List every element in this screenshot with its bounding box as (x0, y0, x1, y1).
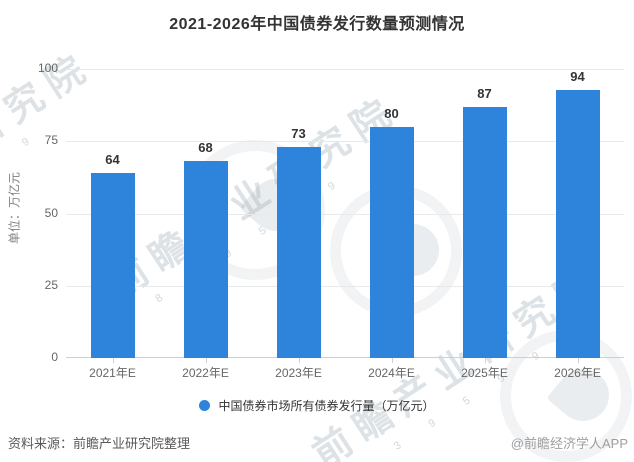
y-tick-label: 0 (51, 350, 58, 364)
bar-column: 68 (159, 69, 252, 358)
x-axis-tick (391, 358, 393, 363)
credit-text: @前瞻经济学人APP (510, 436, 628, 451)
x-tick-label: 2021年E (89, 366, 136, 380)
bar[interactable] (183, 161, 228, 358)
gridline (66, 285, 624, 287)
bar[interactable] (462, 106, 507, 358)
x-tick-label: 2024年E (368, 366, 415, 380)
x-tick-label: 2022年E (182, 366, 229, 380)
bar[interactable] (369, 126, 414, 358)
y-tick-label: 25 (44, 277, 58, 292)
legend[interactable]: 中国债券市场所有债券发行量（万亿元） (0, 397, 634, 414)
y-tick-label: 100 (37, 61, 58, 75)
x-tick-label: 2025年E (461, 366, 508, 380)
bar-value-label: 87 (477, 85, 492, 101)
x-axis-tick (298, 358, 300, 363)
bar[interactable] (90, 173, 135, 358)
legend-label: 中国债券市场所有债券发行量（万亿元） (218, 399, 435, 413)
x-axis-tick (112, 358, 114, 363)
x-axis-tick (484, 358, 486, 363)
gridline (66, 141, 624, 143)
y-tick-label: 75 (44, 133, 58, 148)
bar-value-label: 68 (198, 140, 213, 156)
y-axis-unit-label: 单位：万亿元 (7, 171, 22, 245)
bar-value-label: 94 (570, 69, 585, 84)
chart-title: 2021-2026年中国债券发行数量预测情况 (169, 16, 465, 33)
x-axis-tick (205, 358, 207, 363)
bar[interactable] (555, 90, 600, 358)
legend-circle-icon (199, 400, 211, 411)
bar-value-label: 64 (105, 152, 120, 168)
x-tick-label: 2026年E (554, 366, 601, 380)
bar-value-label: 73 (291, 126, 306, 142)
bar-column: 73 (252, 69, 345, 358)
bar-column: 80 (345, 69, 438, 358)
source-text: 资料来源：前瞻产业研究院整理 (8, 436, 191, 451)
bar-column: 94 (531, 69, 624, 358)
bar-column: 64 (66, 69, 159, 358)
bar[interactable] (276, 147, 321, 358)
x-axis-tick (577, 358, 579, 363)
x-axis-line (66, 357, 624, 358)
x-tick-label: 2023年E (275, 366, 322, 380)
plot-area: 64 2021年E 68 2022年E 73 2023年E 80 2024年E 87 2025年E… (66, 69, 624, 380)
gridline (66, 213, 624, 215)
bar-column: 87 (438, 69, 531, 358)
bar-value-label: 80 (384, 105, 399, 121)
gridline (66, 69, 624, 70)
